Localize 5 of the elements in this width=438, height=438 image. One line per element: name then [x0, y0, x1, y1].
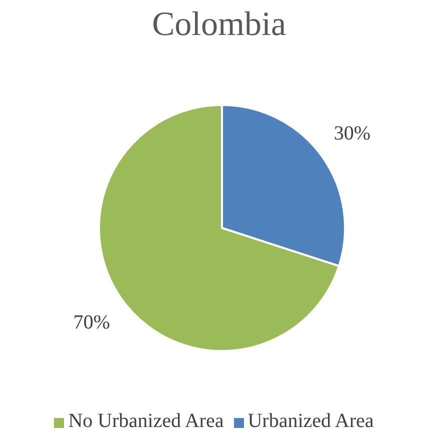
data-label: 30% [334, 122, 371, 144]
data-label: 70% [73, 312, 110, 334]
legend-label: No Urbanized Area [68, 410, 224, 432]
legend-label: Urbanized Area [248, 410, 374, 432]
chart-title: Colombia [150, 5, 288, 45]
